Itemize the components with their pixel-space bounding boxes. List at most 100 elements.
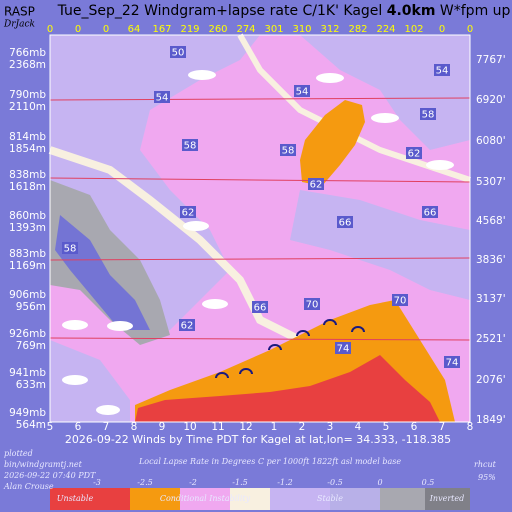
- legend-tick-label: -2.5: [137, 478, 152, 487]
- contour-label: 50: [172, 48, 185, 59]
- contour-label: 66: [424, 208, 437, 219]
- contour-label-box: [182, 139, 198, 151]
- legend-class: Unstable: [57, 494, 94, 503]
- region-cream: [48, 146, 302, 344]
- x-tick-label: 5: [383, 421, 390, 433]
- legend-tick-label: 0.5: [422, 478, 435, 487]
- level-mb: 941mb: [9, 367, 46, 379]
- contour-label-box: [335, 342, 351, 354]
- level-mb: 883mb: [9, 248, 46, 260]
- x-tick-label: 7: [103, 421, 110, 433]
- legend-band: [425, 488, 470, 510]
- contour-label-box: [179, 319, 195, 331]
- legend-band: [130, 488, 180, 510]
- cloud: [316, 73, 344, 83]
- w-star-value: 102: [404, 24, 423, 35]
- level-ft: 3836': [476, 254, 506, 266]
- plot-frame: [49, 34, 471, 423]
- level-ft: 1849': [476, 414, 506, 426]
- legend-band: [230, 488, 270, 510]
- region-lavender: [290, 190, 470, 300]
- w-star-value: 224: [376, 24, 395, 35]
- chart-title: Tue_Sep_22 Windgram+lapse rate C/1K' Kag…: [57, 3, 511, 19]
- footer-line: plotted: [4, 449, 33, 458]
- cloud: [202, 299, 228, 309]
- brand: RASP: [4, 5, 35, 19]
- legend-class: Inverted: [429, 494, 464, 503]
- level-m: 633m: [16, 379, 46, 391]
- contour-label: 74: [337, 344, 350, 355]
- cloud: [371, 113, 399, 123]
- x-tick-label: 8: [467, 421, 474, 433]
- x-tick-label: 1: [271, 421, 278, 433]
- cloud: [107, 321, 133, 331]
- contour-label: 58: [282, 146, 295, 157]
- w-star-value: 0: [439, 24, 445, 35]
- cloud: [188, 70, 216, 80]
- w-star-value: 219: [180, 24, 199, 35]
- w-star-value: 310: [292, 24, 311, 35]
- contour-label: 62: [182, 208, 195, 219]
- contour-label: 66: [339, 218, 352, 229]
- lapse-legend-bar: [50, 488, 470, 510]
- contour-label-box: [406, 147, 422, 159]
- w-star-value: 301: [264, 24, 283, 35]
- level-m: 2110m: [9, 101, 46, 113]
- x-tick-label: 6: [411, 421, 418, 433]
- region-gray: [50, 180, 170, 345]
- contour-label: 70: [306, 300, 319, 311]
- legend-tick-label: -3: [93, 478, 101, 487]
- contour-label: 62: [408, 149, 421, 160]
- level-m: 769m: [16, 340, 46, 352]
- contour-label-box: [434, 64, 450, 76]
- x-tick-label: 3: [327, 421, 334, 433]
- thermal-arc: [296, 330, 310, 337]
- w-star-value: 0: [467, 24, 473, 35]
- legend-band: [180, 488, 230, 510]
- level-mb: 790mb: [9, 89, 46, 101]
- level-mb: 814mb: [9, 131, 46, 143]
- title-suffix: W*fpm up: [440, 3, 511, 19]
- contour-label-box: [170, 46, 186, 58]
- region-lavender: [50, 340, 130, 422]
- level-mb: 906mb: [9, 289, 46, 301]
- level-ft: 6080': [476, 135, 506, 147]
- contour-label: 54: [296, 87, 309, 98]
- contour-label-box: [392, 294, 408, 306]
- legend-tick-label: -2: [189, 478, 197, 487]
- contour-label-box: [337, 216, 353, 228]
- footer-line: Alan Crouse: [3, 482, 54, 491]
- contour-label-box: [252, 301, 268, 313]
- level-m: 564m: [16, 419, 46, 431]
- w-star-value: 167: [152, 24, 171, 35]
- x-tick-label: 9: [159, 421, 166, 433]
- region-blue: [55, 215, 150, 330]
- x-tick-label: 8: [131, 421, 138, 433]
- contour-label-box: [294, 85, 310, 97]
- x-tick-label: 7: [439, 421, 446, 433]
- level-ft: 2076': [476, 374, 506, 386]
- footer-line: bin/windgramtj.net: [4, 460, 83, 469]
- cloud: [96, 405, 120, 415]
- level-m: 2368m: [9, 59, 46, 71]
- legend-band: [380, 488, 425, 510]
- level-mb: 766mb: [9, 47, 46, 59]
- level-m: 1393m: [9, 222, 46, 234]
- level-m: 1169m: [9, 260, 46, 272]
- level-mb: 949mb: [9, 407, 46, 419]
- x-tick-label: 6: [75, 421, 82, 433]
- contour-label: 58: [64, 244, 77, 255]
- w-star-value: 312: [320, 24, 339, 35]
- level-m: 1618m: [9, 181, 46, 193]
- w-star-value: 260: [208, 24, 227, 35]
- level-line: [49, 97, 471, 101]
- w-star-value: 274: [236, 24, 255, 35]
- level-line: [49, 177, 471, 183]
- contour-label-box: [180, 206, 196, 218]
- x-tick-label: 11: [211, 421, 224, 433]
- region-lavender: [300, 35, 470, 150]
- w-star-value: 282: [348, 24, 367, 35]
- level-mb: 838mb: [9, 169, 46, 181]
- level-ft: 2521': [476, 333, 506, 345]
- level-ft: 6920': [476, 94, 506, 106]
